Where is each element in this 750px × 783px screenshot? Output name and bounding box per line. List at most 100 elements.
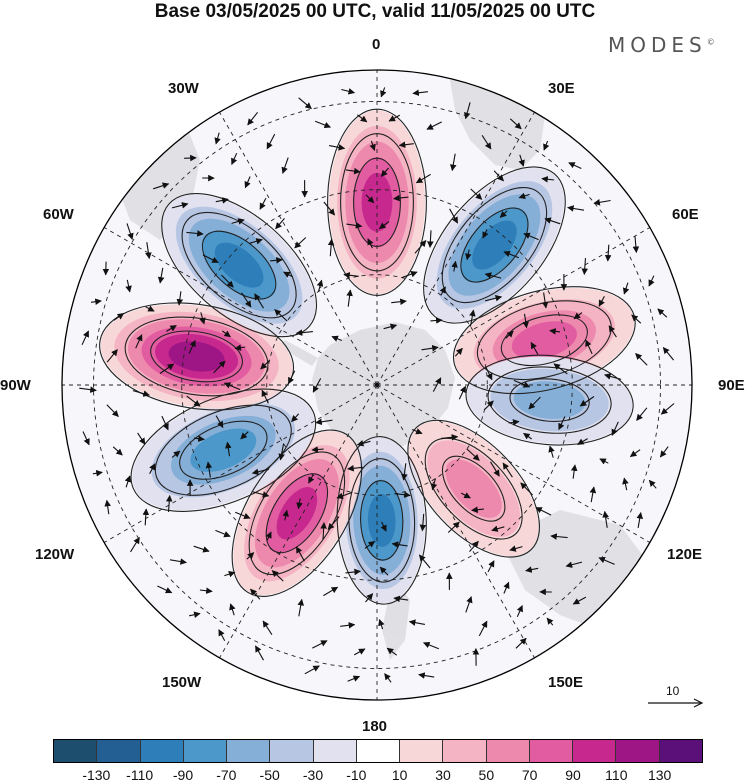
wind-arrow: [364, 540, 376, 549]
wind-arrow: [386, 647, 398, 656]
colorbar-tick-label: 30: [435, 767, 451, 783]
wind-arrow: [657, 308, 668, 318]
wind-arrow: [291, 413, 300, 423]
wind-arrow: [186, 230, 204, 237]
wind-arrow: [234, 344, 246, 351]
wind-arrow: [463, 102, 471, 120]
colorbar-tick-label: 90: [565, 767, 581, 783]
wind-arrow: [553, 363, 568, 375]
wind-arrow: [636, 512, 644, 528]
wind-arrow: [449, 153, 457, 172]
wind-arrow: [499, 210, 508, 218]
wind-arrow: [598, 557, 615, 565]
wind-arrow: [132, 390, 150, 397]
wind-arrow: [567, 205, 585, 212]
wind-arrow: [518, 192, 530, 200]
wind-arrow: [546, 617, 554, 626]
wind-arrow: [579, 396, 595, 407]
wind-arrow: [193, 435, 205, 442]
brand-mark: ©: [706, 37, 715, 47]
wind-arrow: [176, 291, 184, 306]
wind-arrow: [345, 568, 361, 576]
wind-arrow: [126, 223, 134, 240]
wind-arrow: [130, 536, 140, 553]
wind-arrow: [171, 202, 189, 209]
wind-arrow: [188, 339, 196, 354]
colorbar-swatch: [573, 740, 617, 762]
wind-arrow: [331, 335, 343, 342]
wind-arrow: [622, 282, 630, 295]
wind-arrow: [193, 545, 210, 553]
contour-group: [161, 193, 318, 338]
wind-arrow: [509, 118, 522, 130]
anomaly-level: [472, 220, 517, 270]
colorbar-swatch: [270, 740, 314, 762]
wind-arrow: [573, 312, 583, 320]
wind-arrow: [265, 531, 272, 541]
label-120e: 120E: [667, 546, 703, 563]
contour-line: [360, 480, 404, 561]
wind-arrow: [485, 366, 493, 381]
wind-arrow: [106, 349, 118, 363]
wind-arrow: [294, 237, 307, 249]
wind-arrow: [466, 448, 480, 461]
wind-arrow: [353, 648, 366, 656]
wind-arrow: [315, 418, 333, 426]
colorbar-swatch: [400, 740, 444, 762]
colorbar-tick-label: -110: [126, 767, 154, 783]
wind-arrow: [662, 346, 675, 361]
wind-arrow: [275, 218, 285, 230]
wind-arrow: [104, 499, 111, 515]
wind-arrow: [311, 446, 324, 453]
wind-arrow: [244, 176, 251, 189]
wind-arrow: [320, 522, 327, 540]
wind-arrow: [157, 267, 165, 284]
wind-arrow: [419, 513, 427, 532]
wind-arrow: [345, 167, 361, 175]
wind-arrow: [261, 389, 269, 404]
wind-arrow: [401, 463, 408, 481]
wind-arrow: [509, 545, 523, 552]
wind-arrow: [153, 182, 170, 190]
wind-arrow: [215, 415, 224, 429]
wind-arrow: [629, 449, 641, 458]
wind-arrow: [572, 596, 587, 605]
colorbar-tick-label: 50: [478, 767, 495, 783]
wind-arrow: [135, 334, 143, 349]
wind-arrow: [249, 238, 263, 245]
anomaly-level: [511, 321, 577, 360]
wind-arrow: [247, 111, 259, 126]
wind-arrow: [427, 230, 434, 248]
wind-arrow: [231, 152, 238, 166]
wind-arrow: [188, 611, 201, 618]
wind-arrow: [599, 458, 609, 465]
wind-arrow: [165, 494, 173, 512]
anomaly-level: [445, 459, 502, 518]
anomaly-lobe: [408, 421, 539, 557]
wind-arrow: [347, 675, 361, 682]
colorbar-tick-label: 110: [605, 767, 628, 783]
wind-arrow: [491, 525, 505, 532]
contour-line: [99, 302, 295, 411]
colorbar-swatch: [140, 740, 184, 762]
contour-line: [340, 133, 414, 272]
wind-arrow: [90, 298, 102, 305]
wind-arrow: [451, 260, 458, 272]
pole-marker: [374, 382, 380, 388]
wind-arrow: [314, 120, 332, 129]
wind-arrow: [380, 87, 387, 98]
wind-arrow: [81, 330, 89, 346]
wind-arrow: [202, 254, 219, 263]
wind-arrow: [281, 157, 289, 174]
wind-arrow: [660, 403, 675, 415]
colorbar-swatch: [313, 740, 357, 762]
wind-arrow: [565, 561, 583, 568]
wind-arrow: [648, 275, 655, 287]
wind-arrow: [161, 415, 169, 431]
wind-arrow: [648, 479, 657, 489]
wind-arrow: [316, 279, 324, 292]
wind-arrow: [589, 486, 597, 503]
wind-arrow: [441, 434, 459, 441]
wind-arrow: [395, 491, 411, 499]
wind-arrow: [523, 432, 533, 440]
